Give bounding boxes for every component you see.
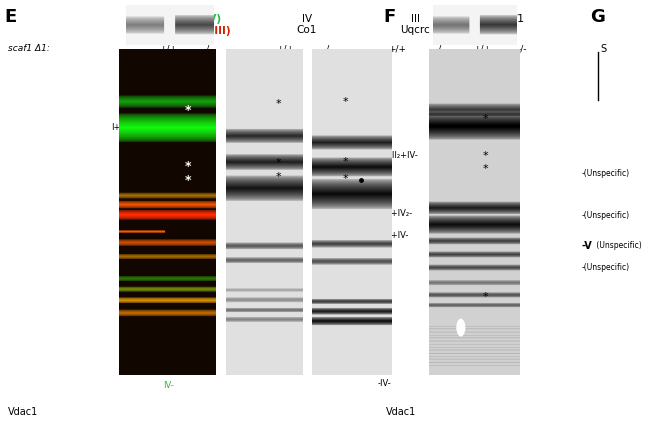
- Text: +IV-: +IV-: [158, 142, 176, 152]
- Text: ₂: ₂: [148, 209, 151, 217]
- Text: ₂: ₂: [148, 295, 151, 304]
- Text: E: E: [4, 8, 16, 26]
- Text: ₂: ₂: [158, 123, 161, 132]
- Text: -: -: [174, 161, 177, 169]
- Text: III: III: [153, 161, 161, 169]
- Text: III: III: [132, 295, 140, 304]
- Text: G: G: [590, 8, 605, 26]
- Text: ₂: ₂: [153, 142, 156, 152]
- Text: -/-: -/-: [203, 44, 213, 53]
- Text: *: *: [482, 292, 488, 302]
- Text: *: *: [276, 99, 281, 109]
- Text: Uqcrc: Uqcrc: [400, 25, 430, 35]
- Text: -III₂+IV-: -III₂+IV-: [378, 232, 410, 240]
- Text: *: *: [185, 174, 192, 187]
- Text: I+: I+: [142, 161, 152, 169]
- Text: *: *: [343, 157, 348, 167]
- Text: Co1: Co1: [297, 25, 317, 35]
- Text: +/+: +/+: [276, 44, 294, 53]
- Text: III: III: [132, 209, 140, 217]
- Text: +/+: +/+: [159, 44, 177, 53]
- Text: *: *: [276, 158, 281, 168]
- Text: -: -: [174, 295, 177, 304]
- Text: (Unspecific): (Unspecific): [594, 242, 642, 250]
- Text: +IV: +IV: [153, 209, 168, 217]
- Text: scaf1 Δ1:: scaf1 Δ1:: [8, 44, 50, 53]
- Text: Co1 (IV): Co1 (IV): [174, 14, 222, 24]
- Text: -V: -V: [582, 241, 593, 251]
- Ellipse shape: [456, 318, 465, 336]
- Text: +IV-: +IV-: [158, 233, 176, 243]
- Text: III: III: [411, 14, 419, 24]
- Text: ┐: ┐: [163, 123, 174, 132]
- Text: *: *: [343, 174, 348, 184]
- Text: -(Unspecific): -(Unspecific): [582, 212, 630, 220]
- Text: -I+III₂+IV-: -I+III₂+IV-: [378, 150, 419, 160]
- Text: IV: IV: [302, 14, 312, 24]
- Text: -: -: [174, 209, 177, 217]
- Text: -/-: -/-: [517, 44, 526, 53]
- Text: +/+: +/+: [473, 44, 491, 53]
- Text: *: *: [276, 172, 281, 183]
- Text: /IV: /IV: [153, 295, 164, 304]
- Text: Vdac1: Vdac1: [386, 407, 416, 417]
- Text: Uqcrc2 (III): Uqcrc2 (III): [165, 26, 231, 36]
- Text: +/+: +/+: [388, 44, 406, 53]
- Text: -(Unspecific): -(Unspecific): [582, 264, 630, 273]
- Text: III: III: [137, 142, 145, 152]
- Text: ₂: ₂: [168, 209, 172, 217]
- Text: +IV: +IV: [142, 123, 158, 132]
- Text: Vdac1: Vdac1: [8, 407, 38, 417]
- Text: I+: I+: [127, 142, 136, 152]
- Text: *: *: [482, 150, 488, 161]
- Text: S: S: [600, 44, 606, 54]
- Text: IV: IV: [158, 254, 166, 262]
- Text: *: *: [482, 114, 488, 123]
- Text: ₂: ₂: [153, 233, 156, 243]
- Text: n: n: [168, 254, 174, 262]
- Text: *: *: [343, 97, 348, 107]
- Text: III: III: [137, 233, 145, 243]
- Text: I+IV-: I+IV-: [153, 176, 173, 186]
- Text: *: *: [482, 164, 488, 174]
- Text: IV-: IV-: [163, 381, 174, 389]
- Text: -: -: [174, 254, 177, 262]
- Text: -IV-: -IV-: [378, 380, 392, 389]
- Text: -III₂+IV₂-: -III₂+IV₂-: [378, 209, 413, 217]
- Text: Scaf1: Scaf1: [493, 14, 524, 24]
- Text: III: III: [122, 123, 129, 132]
- Text: *: *: [185, 104, 192, 117]
- Text: F: F: [383, 8, 395, 26]
- Text: I+: I+: [111, 123, 121, 132]
- Text: -/-: -/-: [323, 44, 333, 53]
- Text: *: *: [185, 160, 192, 173]
- Text: ₂: ₂: [168, 161, 172, 169]
- Text: -/-: -/-: [436, 44, 445, 53]
- Text: -(Unspecific): -(Unspecific): [582, 169, 630, 179]
- Text: ₂: ₂: [168, 295, 172, 304]
- Text: ₂: ₂: [137, 123, 140, 132]
